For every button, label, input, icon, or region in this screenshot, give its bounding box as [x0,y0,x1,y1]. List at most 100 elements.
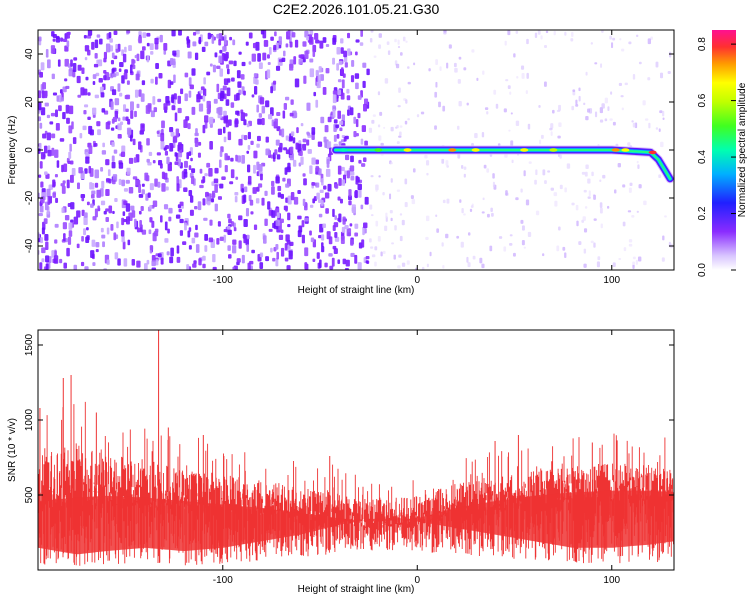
heatmap-cell [484,107,489,111]
heatmap-cell [150,110,155,118]
heatmap-cell [99,38,103,45]
heatmap-cell [65,85,70,89]
heatmap-cell [151,220,155,228]
heatmap-cell [445,233,449,239]
heatmap-cell [80,87,85,96]
heatmap-cell [341,79,345,89]
heatmap-cell [309,165,313,174]
heatmap-cell [163,103,168,111]
heatmap-cell [129,135,133,142]
heatmap-cell [583,248,587,254]
heatmap-cell [90,250,95,259]
heatmap-cell [204,41,209,47]
ridge-peak [549,148,558,152]
heatmap-cell [38,101,42,111]
heatmap-cell [463,213,466,216]
heatmap-cell [204,234,208,241]
heatmap-cell [400,52,403,56]
heatmap-cell [643,200,647,206]
heatmap-cell [103,70,107,74]
heatmap-cell [618,257,622,261]
heatmap-cell [350,175,355,181]
heatmap-cell [270,107,274,116]
heatmap-cell [445,160,449,166]
heatmap-cell [140,50,145,60]
heatmap-cell [91,190,96,195]
heatmap-cell [339,120,344,126]
heatmap-cell [45,255,50,263]
heatmap-cell [178,208,182,213]
heatmap-cell [284,167,288,175]
heatmap-cell [174,112,178,122]
heatmap-cell [288,250,293,260]
heatmap-cell [236,92,240,101]
heatmap-cell [38,174,42,178]
heatmap-cell [340,38,344,44]
heatmap-cell [277,192,282,198]
heatmap-cell [149,205,153,209]
heatmap-cell [298,225,303,233]
heatmap-cell [245,41,249,46]
heatmap-cell [226,87,231,97]
heatmap-cell [73,57,78,61]
heatmap-cell [346,88,350,94]
heatmap-cell [412,168,416,173]
heatmap-cell [115,48,119,53]
heatmap-cell [47,195,51,205]
heatmap-cell [44,102,49,107]
heatmap-cell [154,228,159,233]
heatmap-cell [125,179,130,184]
heatmap-cell [261,105,266,114]
heatmap-cell [127,239,131,246]
heatmap-cell [498,236,503,239]
heatmap-cell [247,131,251,140]
heatmap-cell [110,223,114,231]
ridge-peak [648,150,657,155]
heatmap-cell [578,87,581,92]
heatmap-cell [406,260,410,265]
heatmap-cell [44,171,48,175]
heatmap-cell [94,53,98,59]
heatmap-cell [160,215,163,223]
heatmap-cell [515,30,519,34]
ridge-peak [471,148,480,152]
heatmap-cell [525,90,528,95]
heatmap-cell [251,53,256,62]
heatmap-cell [45,49,49,58]
heatmap-cell [100,200,106,206]
heatmap-cell [223,234,227,243]
heatmap-cell [285,183,290,188]
heatmap-cell [415,267,418,270]
heatmap-cell [337,79,342,83]
heatmap-cell [99,86,104,94]
heatmap-cell [160,257,164,265]
heatmap-cell [321,234,325,241]
heatmap-cell [544,44,547,49]
heatmap-cell [216,65,221,69]
heatmap-cell [105,159,110,166]
heatmap-cell [509,242,513,246]
heatmap-cell [73,264,78,270]
heatmap-cell [106,227,110,235]
heatmap-cell [41,227,45,235]
heatmap-cell [261,118,265,126]
heatmap-cell [597,256,601,261]
heatmap-cell [121,145,126,153]
heatmap-cell [223,229,228,233]
heatmap-cell [170,131,175,137]
heatmap-cell [92,74,97,80]
heatmap-cell [627,210,632,213]
heatmap-cell [110,127,115,131]
heatmap-cell [347,109,350,116]
heatmap-cell [386,41,390,45]
heatmap-cell [309,204,314,208]
ridge-peak [621,148,630,152]
heatmap-cell [68,230,73,237]
heatmap-cell [51,31,55,37]
heatmap-cell [132,176,138,180]
heatmap-cell [278,234,284,241]
heatmap-cell [165,186,169,191]
heatmap-cell [101,108,106,113]
heatmap-cell [125,108,129,112]
heatmap-cell [339,127,343,132]
